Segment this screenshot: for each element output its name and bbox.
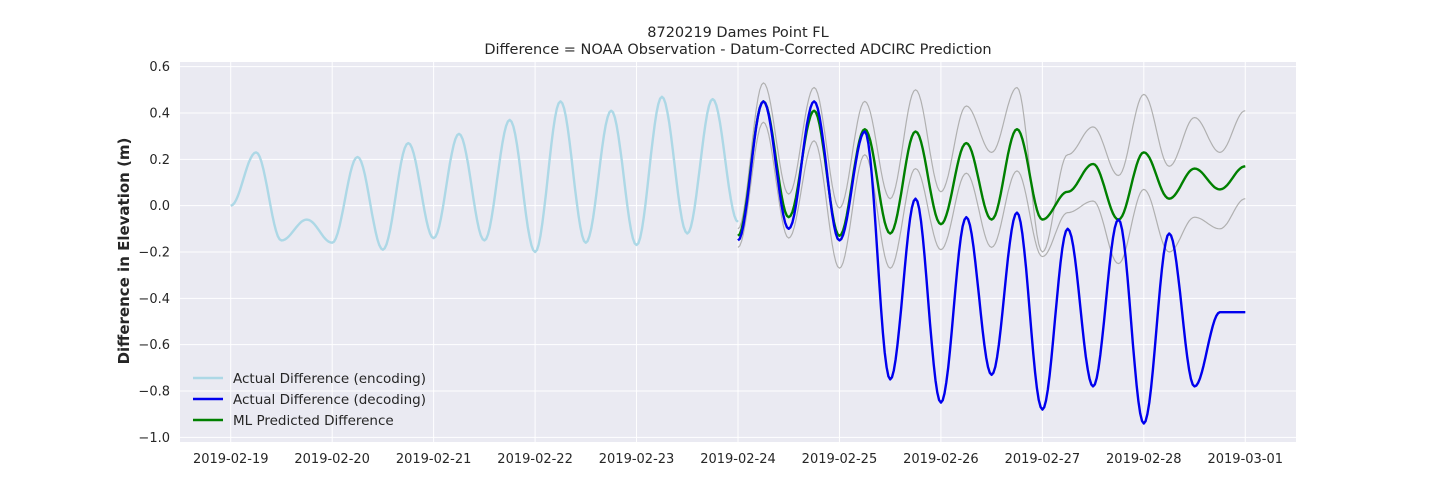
axis-ticks: 0.6 0.4 0.2 0.0 −0.2 −0.4 −0.6 −0.8 −1.0 2019-02-… [138, 60, 1283, 467]
x-tick-label: 2019-03-01 [1207, 452, 1283, 467]
chart-subtitle: Difference = NOAA Observation - Datum-Co… [484, 42, 991, 58]
y-tick-label: −0.8 [138, 385, 170, 400]
y-tick-label: 0.2 [149, 153, 170, 168]
uncertainty-band-line [737, 121, 1246, 269]
uncertainty-band-line [737, 82, 1246, 253]
x-tick-label: 2019-02-20 [294, 452, 370, 467]
y-tick-label: −0.4 [138, 292, 170, 307]
legend-label: Actual Difference (encoding) [233, 371, 426, 387]
y-tick-label: 0.4 [149, 106, 170, 121]
legend-label: ML Predicted Difference [233, 413, 394, 429]
y-tick-label: 0.0 [149, 199, 170, 214]
gridlines [180, 62, 1296, 442]
legend-label: Actual Difference (decoding) [233, 392, 426, 408]
x-tick-label: 2019-02-27 [1005, 452, 1081, 467]
x-tick-label: 2019-02-22 [497, 452, 573, 467]
x-tick-label: 2019-02-28 [1106, 452, 1182, 467]
legend: Actual Difference (encoding) Actual Diffe… [193, 371, 426, 429]
x-tick-label: 2019-02-24 [700, 452, 776, 467]
x-tick-label: 2019-02-21 [396, 452, 472, 467]
series-line-actual-difference-decoding [737, 100, 1246, 425]
x-tick-label: 2019-02-23 [599, 452, 675, 467]
x-tick-label: 2019-02-25 [802, 452, 878, 467]
x-tick-label: 2019-02-26 [903, 452, 979, 467]
y-tick-label: −0.2 [138, 246, 170, 261]
y-tick-label: −1.0 [138, 431, 170, 446]
x-tick-label: 2019-02-19 [193, 452, 269, 467]
chart-title: 8720219 Dames Point FL [647, 25, 828, 41]
y-tick-label: −0.6 [138, 338, 170, 353]
y-tick-label: 0.6 [149, 60, 170, 75]
series-line-actual-difference-encoding [230, 95, 739, 254]
y-axis-label: Difference in Elevation (m) [115, 138, 133, 365]
series-lines [230, 82, 1246, 425]
